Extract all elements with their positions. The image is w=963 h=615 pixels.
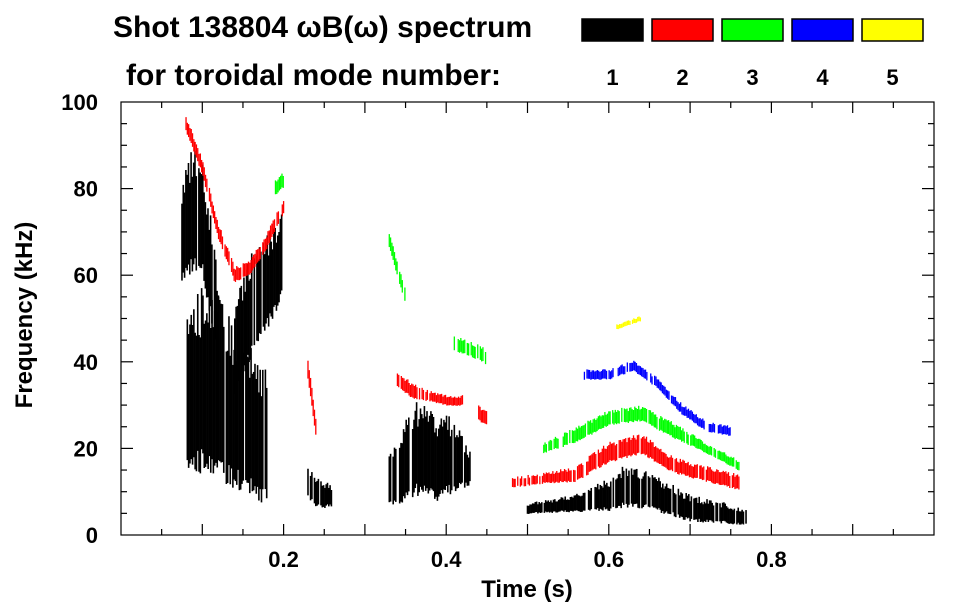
spectrogram-bands (181, 117, 747, 525)
y-tick-label: 100 (61, 90, 98, 115)
y-tick-label: 20 (74, 436, 98, 461)
chart-subtitle: for toroidal mode number: (126, 59, 501, 92)
x-axis-label: Time (s) (481, 576, 573, 603)
band-mode-3-11 (388, 234, 406, 301)
band-mode-1-5 (307, 468, 333, 508)
legend-swatch-mode-4 (791, 18, 854, 42)
legend-label-mode-1: 1 (606, 65, 618, 90)
band-mode-5-16 (616, 316, 641, 330)
legend-label-mode-5: 5 (886, 65, 898, 90)
legend-label-mode-2: 2 (676, 65, 688, 90)
band-mode-3-14 (543, 405, 740, 471)
chart-title: Shot 138804 ωB(ω) spectrum (113, 11, 532, 44)
band-mode-2-12 (511, 434, 740, 490)
band-mode-2-3 (185, 117, 285, 282)
band-mode-4-15 (583, 360, 731, 436)
legend-label-mode-3: 3 (746, 65, 758, 90)
x-tick-label: 0.2 (268, 547, 299, 572)
band-mode-3-10 (453, 336, 487, 365)
band-mode-2-6 (307, 360, 317, 435)
y-tick-label: 60 (74, 263, 98, 288)
legend-swatch-mode-2 (651, 18, 714, 42)
band-mode-1-13 (526, 466, 747, 525)
band-mode-1-0 (181, 150, 220, 363)
legend-swatch-mode-5 (861, 18, 924, 42)
legend-swatch-mode-1 (581, 18, 644, 42)
y-tick-label: 40 (74, 350, 98, 375)
y-tick-label: 80 (74, 177, 98, 202)
legend-swatch-mode-3 (721, 18, 784, 42)
x-tick-label: 0.6 (594, 547, 625, 572)
band-mode-1-1 (186, 288, 268, 503)
x-tick-label: 0.8 (756, 547, 787, 572)
y-axis-label: Frequency (kHz) (11, 222, 38, 409)
mode-number-legend: 1 2 3 4 5 (581, 18, 924, 90)
x-tick-label: 0.4 (431, 547, 462, 572)
legend-label-mode-4: 4 (816, 65, 829, 90)
axes: 0.2 0.4 0.6 0.8 0 20 40 60 80 100 (61, 90, 934, 572)
band-mode-2-8 (396, 373, 464, 406)
band-mode-3-4 (274, 173, 284, 195)
y-tick-label: 0 (86, 523, 98, 548)
band-mode-2-9 (478, 405, 488, 425)
band-mode-1-7 (388, 402, 471, 505)
band-mode-1-2 (234, 214, 283, 395)
